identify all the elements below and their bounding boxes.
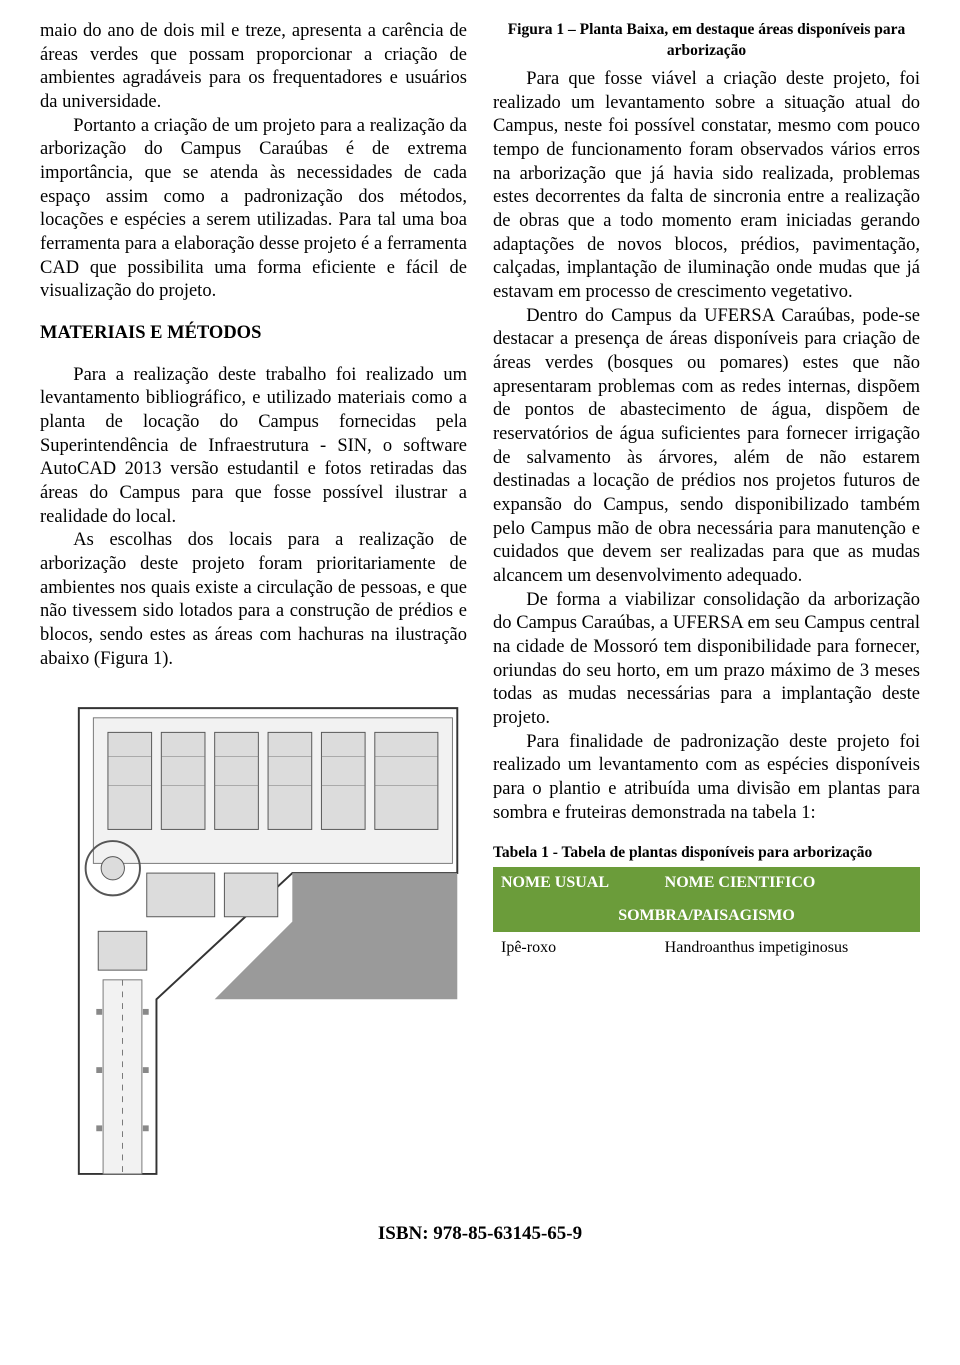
table-1-caption: Tabela 1 - Tabela de plantas disponíveis… xyxy=(493,843,920,863)
left-para-1: maio do ano de dois mil e treze, apresen… xyxy=(40,20,467,115)
left-para-2: Portanto a criação de um projeto para a … xyxy=(40,115,467,304)
plant-table: NOME USUAL NOME CIENTIFICO SOMBRA/PAISAG… xyxy=(493,867,920,964)
right-para-1: Para que fosse viável a criação deste pr… xyxy=(493,68,920,305)
left-para-4: As escolhas dos locais para a realização… xyxy=(40,529,467,671)
figure-1-caption: Figura 1 – Planta Baixa, em destaque áre… xyxy=(493,20,920,62)
two-column-layout: maio do ano de dois mil e treze, apresen… xyxy=(40,20,920,1184)
table-subheader-cell: SOMBRA/PAISAGISMO xyxy=(493,900,920,932)
table-row: Ipê-roxo Handroanthus impetiginosus xyxy=(493,932,920,964)
table-cell-scientific: Handroanthus impetiginosus xyxy=(657,932,920,964)
table-col-2-header: NOME CIENTIFICO xyxy=(657,867,920,899)
left-para-3: Para a realização deste trabalho foi rea… xyxy=(40,364,467,530)
section-heading-materials: MATERIAIS E MÉTODOS xyxy=(40,322,467,346)
table-cell-name: Ipê-roxo xyxy=(493,932,657,964)
left-column: maio do ano de dois mil e treze, apresen… xyxy=(40,20,467,1184)
table-col-1-header: NOME USUAL xyxy=(493,867,657,899)
table-header-row: NOME USUAL NOME CIENTIFICO xyxy=(493,867,920,899)
figure-1-plan xyxy=(40,679,467,1184)
right-para-3: De forma a viabilizar consolidação da ar… xyxy=(493,589,920,731)
isbn: ISBN: 978-85-63145-65-9 xyxy=(40,1222,920,1246)
right-column: Figura 1 – Planta Baixa, em destaque áre… xyxy=(493,20,920,1184)
table-subheader-row: SOMBRA/PAISAGISMO xyxy=(493,900,920,932)
right-para-4: Para finalidade de padronização deste pr… xyxy=(493,731,920,826)
right-para-2: Dentro do Campus da UFERSA Caraúbas, pod… xyxy=(493,305,920,589)
